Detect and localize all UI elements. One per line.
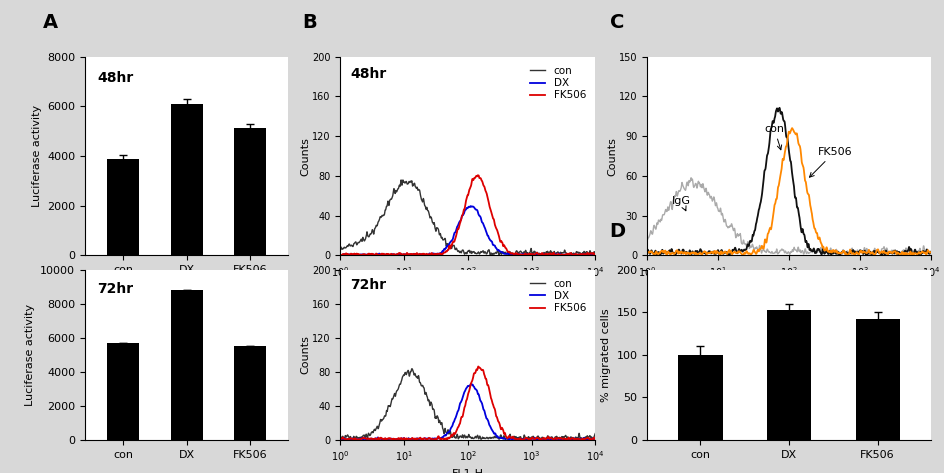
Text: A: A [42,13,58,32]
Legend: con, DX, FK506: con, DX, FK506 [525,62,589,105]
Y-axis label: Luciferase activity: Luciferase activity [25,304,35,406]
Y-axis label: % migrated cells: % migrated cells [600,308,610,402]
Text: con: con [764,123,784,150]
X-axis label: FL1-H: FL1-H [451,469,483,473]
Text: 72hr: 72hr [350,278,386,292]
Text: D: D [609,221,625,240]
Bar [171,290,202,440]
Y-axis label: Counts: Counts [300,335,311,374]
Text: 48hr: 48hr [97,70,133,85]
Bar [171,104,202,255]
Bar [108,158,139,255]
Text: IgG: IgG [671,196,690,211]
Text: 72hr: 72hr [97,281,133,296]
Y-axis label: Counts: Counts [300,137,311,175]
Text: 48hr: 48hr [350,67,386,81]
Text: FK506: FK506 [809,147,851,177]
X-axis label: FL1-H: FL1-H [451,284,483,295]
Y-axis label: Luciferase activity: Luciferase activity [31,105,42,207]
Bar [767,310,810,440]
Legend: con, DX, FK506: con, DX, FK506 [525,275,589,317]
Text: C: C [609,13,623,32]
Bar [854,319,899,440]
Bar [234,128,265,255]
Bar [108,343,139,440]
X-axis label: FL1-H: FL1-H [772,284,804,295]
Bar [678,355,722,440]
Y-axis label: Counts: Counts [607,137,617,175]
Bar [234,346,265,440]
Text: B: B [302,13,317,32]
